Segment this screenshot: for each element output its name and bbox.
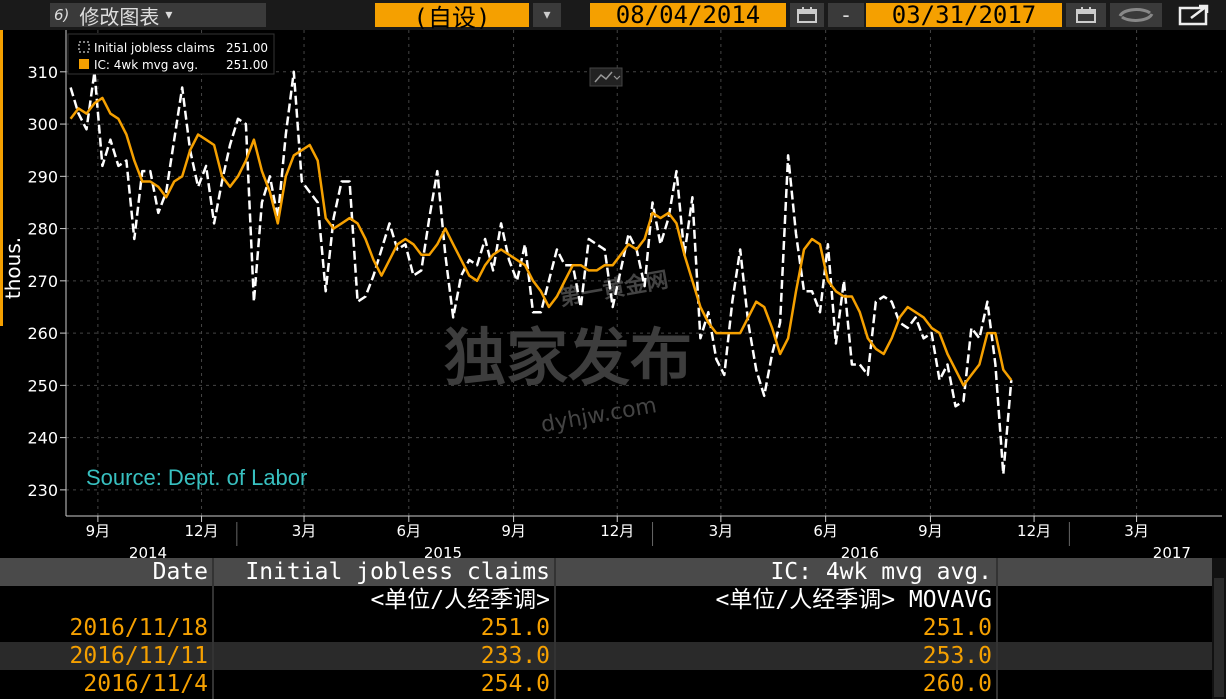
table-scrollbar[interactable]: [1212, 558, 1226, 699]
y-tick-label: 300: [27, 115, 58, 134]
x-tick-label: 3月: [292, 522, 317, 540]
x-tick-label: 3月: [1124, 522, 1149, 540]
start-date-input[interactable]: 08/04/2014: [590, 1, 786, 29]
row-avg: 260.0: [922, 671, 992, 697]
y-tick-label: 260: [27, 324, 58, 343]
watermark: 第一黄金网 独家发布 dyhjw.com: [444, 267, 692, 438]
chevron-down-icon: [613, 75, 621, 80]
row-date: 2016/11/11: [69, 643, 208, 669]
y-tick-label: 290: [27, 167, 58, 186]
legend-value-avg: 251.00: [226, 58, 268, 72]
y-tick-label: 240: [27, 429, 58, 448]
y-tick-label: 250: [27, 376, 58, 395]
x-tick-label: 12月: [600, 522, 634, 540]
row-date: 2016/11/18: [69, 615, 208, 641]
x-tick-label: 9月: [501, 522, 526, 540]
period-label: (自设): [413, 3, 491, 32]
year-label: 2017: [1153, 544, 1191, 560]
year-label: 2014: [129, 544, 167, 560]
year-label: 2016: [841, 544, 879, 560]
x-tick-label: 3月: [709, 522, 734, 540]
period-select[interactable]: (自设): [375, 3, 529, 32]
calendar-icon: [1076, 7, 1096, 23]
table-header-row: Date Initial jobless claims IC: 4wk mvg …: [0, 558, 1212, 586]
export-button[interactable]: [1166, 3, 1222, 27]
period-dropdown-button[interactable]: ▾: [533, 3, 561, 27]
y-tick-label: 270: [27, 272, 58, 291]
menu-label: 修改图表: [79, 4, 160, 29]
table-row[interactable]: 2016/11/4 254.0 260.0: [0, 670, 1212, 698]
legend-value-claims: 251.00: [226, 41, 268, 55]
refresh-icon: [1118, 8, 1154, 22]
row-date: 2016/11/4: [83, 671, 208, 697]
series-line-avg: [69, 96, 1013, 387]
row-claims: 251.0: [480, 615, 550, 641]
source-note: Source: Dept. of Labor: [86, 465, 307, 490]
chart-type-button[interactable]: [589, 67, 623, 87]
table-row[interactable]: 2016/11/18 251.0 251.0: [0, 614, 1212, 642]
x-tick-label: 9月: [918, 522, 943, 540]
column-divider: [996, 558, 998, 699]
end-date-value: 03/31/2017: [891, 1, 1037, 29]
y-tick-label: 230: [27, 481, 58, 500]
unit-avg: <单位/人经季调> MOVAVG: [715, 587, 992, 613]
column-divider: [554, 558, 556, 699]
y-axis-label: thous.: [1, 237, 25, 299]
x-tick-label: 12月: [184, 522, 218, 540]
y-tick-label: 280: [27, 220, 58, 239]
external-link-icon: [1178, 4, 1209, 26]
header-date: Date: [152, 559, 208, 585]
data-table: Date Initial jobless claims IC: 4wk mvg …: [0, 558, 1226, 699]
watermark-line3: dyhjw.com: [539, 393, 659, 438]
row-avg: 253.0: [922, 643, 992, 669]
unit-date: [0, 586, 212, 614]
date-separator: -: [828, 3, 864, 27]
scrollbar-thumb[interactable]: [1214, 578, 1224, 697]
x-tick-label: 12月: [1017, 522, 1051, 540]
date-separator-text: -: [842, 3, 850, 27]
watermark-line2: 独家发布: [444, 321, 692, 394]
x-tick-label: 9月: [86, 522, 111, 540]
line-chart: 第一黄金网 独家发布 dyhjw.com 230 240 250 260 270 280 2…: [0, 30, 1226, 562]
calendar-icon: [797, 7, 817, 23]
year-band: [0, 538, 1226, 558]
header-claims: Initial jobless claims: [245, 559, 550, 585]
legend-label-avg: IC: 4wk mvg avg.: [94, 58, 198, 72]
unit-claims: <单位/人经季调>: [370, 587, 550, 613]
menu-caret-icon: ▾: [165, 7, 173, 23]
table-row[interactable]: 2016/11/11 233.0 253.0: [0, 642, 1212, 670]
x-tick-label: 6月: [397, 522, 422, 540]
header-avg: IC: 4wk mvg avg.: [770, 559, 992, 585]
x-tick-label: 6月: [813, 522, 838, 540]
menu-number: 6): [54, 6, 70, 24]
chart-area: 第一黄金网 独家发布 dyhjw.com 230 240 250 260 270 280 2…: [0, 30, 1226, 562]
legend-swatch-claims: [78, 41, 90, 53]
column-divider: [212, 558, 214, 699]
line-chart-icon: [594, 71, 613, 83]
series-line-claims: [69, 70, 1013, 476]
year-label: 2015: [424, 544, 462, 560]
legend: Initial jobless claims 251.00 IC: 4wk mv…: [67, 33, 275, 75]
legend-swatch-avg: [79, 59, 89, 69]
axis-accent-bar: [0, 30, 3, 326]
row-claims: 233.0: [480, 643, 550, 669]
start-calendar-button[interactable]: [790, 3, 824, 27]
row-claims: 254.0: [480, 671, 550, 697]
table-unit-row: <单位/人经季调> <单位/人经季调> MOVAVG: [0, 586, 1212, 614]
toolbar: 6) 修改图表 ▾ (自设) ▾ 08/04/2014 - 03/31/2017: [0, 0, 1226, 32]
row-avg: 251.0: [922, 615, 992, 641]
refresh-button[interactable]: [1110, 3, 1162, 27]
end-date-input[interactable]: 03/31/2017: [866, 1, 1062, 29]
start-date-value: 08/04/2014: [615, 1, 761, 29]
chevron-down-icon: ▾: [543, 7, 551, 23]
chart-menu-button[interactable]: 6) 修改图表 ▾: [50, 3, 266, 29]
y-tick-label: 310: [27, 63, 58, 82]
legend-label-claims: Initial jobless claims: [94, 41, 215, 55]
end-calendar-button[interactable]: [1066, 3, 1106, 27]
